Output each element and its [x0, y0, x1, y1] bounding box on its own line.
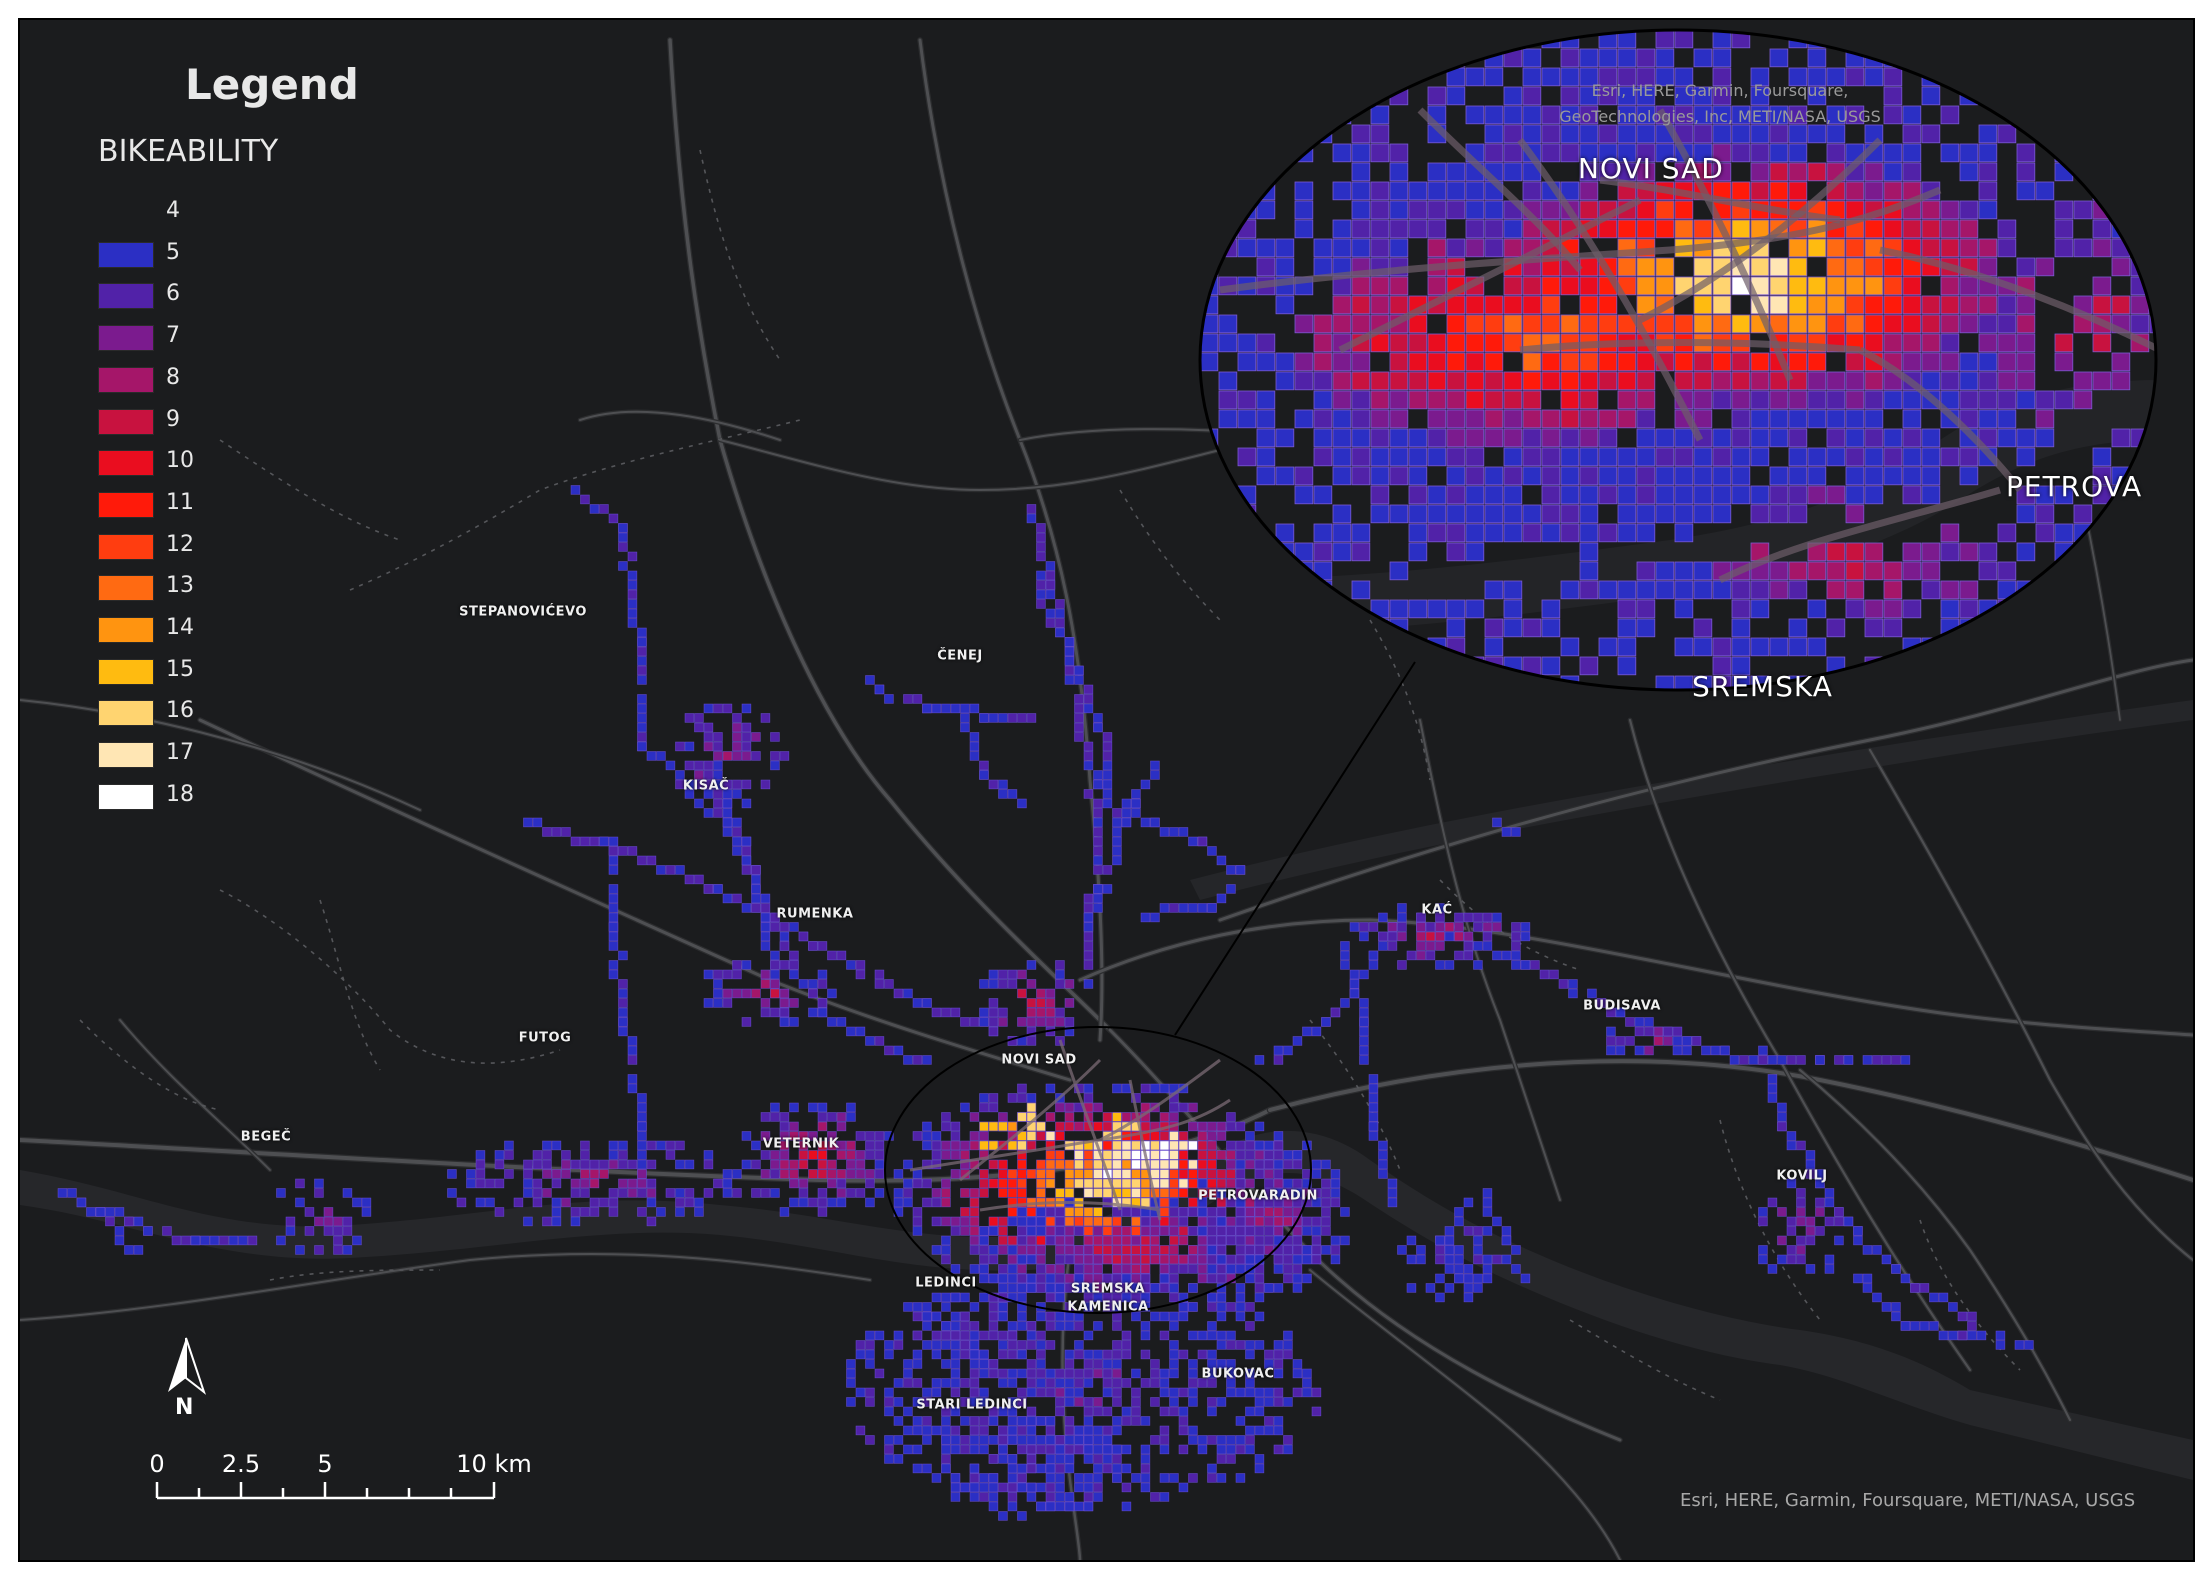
canal-upper — [1190, 700, 2193, 900]
place-label-stepanovicevo: STEPANOVIĆEVO — [459, 604, 587, 620]
magnified-area-outline — [884, 1026, 1312, 1314]
legend-swatch — [98, 742, 154, 769]
legend-value: 7 — [166, 323, 180, 349]
place-label-begec: BEGEČ — [240, 1129, 292, 1145]
legend-row-6: 6 — [98, 281, 180, 311]
inset-map — [1200, 30, 2156, 690]
legend-row-5: 5 — [98, 240, 180, 270]
legend-value: 16 — [166, 698, 194, 724]
north-label: N — [175, 1395, 194, 1420]
scale-label-2-5: 2.5 — [221, 1450, 261, 1478]
legend-swatch — [98, 450, 154, 477]
legend-row-14: 14 — [98, 615, 194, 645]
legend-swatch — [98, 617, 154, 643]
legend-value: 13 — [166, 573, 194, 599]
place-label-bukovac: BUKOVAC — [1201, 1366, 1275, 1382]
inset-label-sremska: SREMSKA — [1692, 670, 1833, 703]
legend-swatch — [98, 241, 154, 268]
scale-label-0: 0 — [149, 1450, 165, 1478]
legend-field-label: BIKEABILITY — [98, 134, 279, 169]
place-label-kamenica: KAMENICA — [1067, 1299, 1149, 1315]
map-frame: Legend BIKEABILITY 4 5 6 7 8 9 10 11 12 13 14 15 16 1… — [18, 18, 2195, 1562]
place-label-kovilj: KOVILJ — [1776, 1168, 1828, 1184]
legend-row-7: 7 — [98, 323, 180, 353]
legend-swatch — [98, 366, 154, 393]
place-label-novi-sad: NOVI SAD — [1001, 1052, 1077, 1068]
north-arrow-icon — [168, 1337, 206, 1395]
place-label-ledinci: LEDINCI — [915, 1275, 977, 1291]
legend-row-8: 8 — [98, 365, 180, 395]
place-label-petrovaradin: PETROVARADIN — [1198, 1188, 1318, 1204]
inset-label-petrov: PETROVA — [2006, 470, 2143, 503]
legend-swatch — [98, 783, 154, 810]
city-road-network — [909, 1039, 1231, 1221]
legend-row-11: 11 — [98, 490, 194, 520]
legend-swatch — [98, 658, 154, 685]
legend-row-12: 12 — [98, 532, 194, 562]
legend-swatch — [98, 283, 154, 310]
inset-label-novi-sad: NOVI SAD — [1578, 152, 1724, 185]
place-label-sremska: SREMSKA — [1070, 1281, 1146, 1297]
legend-row-15: 15 — [98, 657, 194, 687]
legend-swatch — [98, 575, 154, 602]
place-label-stari-ledinci: STARI LEDINCI — [916, 1397, 1028, 1413]
place-label-kisac: KISAČ — [682, 778, 730, 794]
legend-value: 15 — [166, 656, 194, 682]
legend-swatch — [98, 325, 154, 352]
place-label-cenej: ČENEJ — [937, 648, 983, 664]
place-label-veternik: VETERNIK — [762, 1136, 840, 1152]
place-label-kac: KAĆ — [1421, 902, 1453, 918]
legend-row-10: 10 — [98, 448, 194, 478]
legend-value: 17 — [166, 740, 194, 766]
map-canvas[interactable] — [20, 20, 2193, 1560]
legend-value: 11 — [166, 489, 194, 515]
legend-value: 9 — [166, 406, 180, 432]
legend-row-9: 9 — [98, 407, 180, 437]
legend-value: 6 — [166, 281, 180, 307]
place-label-rumenka: RUMENKA — [776, 906, 854, 922]
legend-swatch — [98, 491, 154, 518]
bikeability-grid — [57, 485, 2034, 1521]
legend-swatch — [98, 533, 154, 560]
legend-title: Legend — [185, 60, 359, 109]
legend-value: 12 — [166, 531, 194, 557]
legend-row-17: 17 — [98, 740, 194, 770]
inset-attribution: Esri, HERE, Garmin, Foursquare, GeoTechn… — [1559, 81, 1881, 126]
legend-value: 5 — [166, 239, 180, 265]
scale-label-10km: 10 km — [456, 1450, 532, 1478]
scale-bar — [155, 1482, 496, 1500]
legend-row-18: 18 — [98, 782, 194, 812]
legend-swatch — [98, 408, 154, 435]
legend-row-13: 13 — [98, 573, 194, 603]
legend-swatch — [98, 700, 154, 727]
legend-value: 14 — [166, 615, 194, 640]
legend-value: 10 — [166, 448, 194, 474]
map-attribution: Esri, HERE, Garmin, Foursquare, METI/NAS… — [1680, 1490, 2136, 1511]
scale-label-5: 5 — [317, 1450, 333, 1478]
place-label-futog: FUTOG — [518, 1030, 572, 1046]
inset-outline — [1198, 28, 2158, 692]
inset-connector-line — [1174, 661, 1416, 1036]
legend-row-16: 16 — [98, 698, 194, 728]
place-label-budisava: BUDISAVA — [1583, 998, 1661, 1014]
danube-river — [20, 1130, 2193, 1480]
legend-value: 4 — [166, 198, 180, 223]
legend-value: 8 — [166, 364, 180, 390]
boundary-lines — [79, 49, 2021, 1401]
legend-value: 18 — [166, 781, 194, 807]
